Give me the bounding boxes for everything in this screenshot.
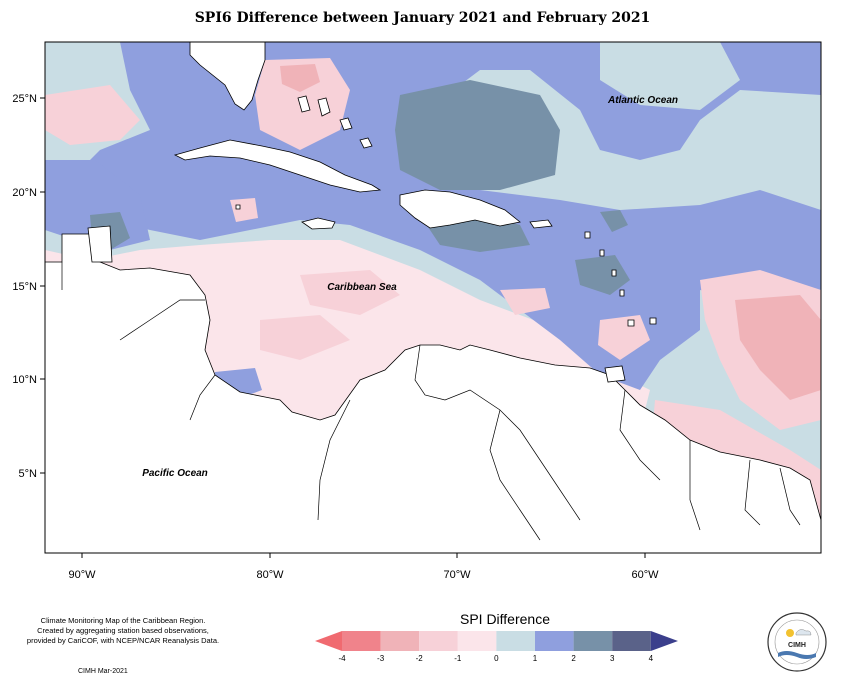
lon-tick-label: 60°W xyxy=(631,569,659,581)
lon-tick-label: 70°W xyxy=(443,569,471,581)
legend-tick-label: 0 xyxy=(494,654,499,663)
legend-swatch xyxy=(342,631,381,651)
credit-text: Climate Monitoring Map of the Caribbean … xyxy=(18,616,228,646)
atlantic-ocean-label: Atlantic Ocean xyxy=(607,95,678,106)
legend-tick-label: -3 xyxy=(377,654,385,663)
legend-swatch xyxy=(457,631,497,651)
credit-line: provided by CariCOF, with NCEP/NCAR Rean… xyxy=(26,636,220,645)
credit-line: Created by aggregating station based obs… xyxy=(37,626,209,635)
legend-swatch xyxy=(419,631,458,651)
legend-colorbar: -4 -3 -2 -1 0 1 2 3 4 xyxy=(315,631,678,663)
legend-tick-label: -4 xyxy=(338,654,346,663)
legend-swatch xyxy=(496,631,535,651)
lon-axis: 90°W 80°W 70°W 60°W xyxy=(68,553,659,581)
map-date: CIMH Mar-2021 xyxy=(78,668,128,675)
legend-title: SPI Difference xyxy=(459,611,550,627)
legend-tick-label: 2 xyxy=(571,654,576,663)
lon-tick-label: 80°W xyxy=(256,569,284,581)
lon-tick-label: 90°W xyxy=(68,569,96,581)
legend-swatch xyxy=(535,631,574,651)
logo-text: CIMH xyxy=(788,642,806,649)
land-masses xyxy=(45,42,821,553)
cimh-logo: CIMH xyxy=(767,612,827,672)
lat-tick-label: 20°N xyxy=(12,187,37,199)
legend-swatch xyxy=(612,631,651,651)
legend-tick-label: 1 xyxy=(533,654,538,663)
legend-arrow-low xyxy=(315,631,342,651)
lat-tick-label: 10°N xyxy=(12,374,37,386)
lat-axis: 25°N 20°N 15°N 10°N 5°N xyxy=(12,93,45,480)
legend-arrow-high xyxy=(650,631,678,651)
lat-tick-label: 15°N xyxy=(12,281,37,293)
map-frame xyxy=(44,41,822,554)
lat-tick-label: 5°N xyxy=(19,468,38,480)
pacific-ocean-label: Pacific Ocean xyxy=(142,468,208,479)
map-title: SPI6 Difference between January 2021 and… xyxy=(194,10,651,26)
country-borders xyxy=(61,262,801,541)
legend-tick-label: -2 xyxy=(416,654,424,663)
legend-tick-label: -1 xyxy=(454,654,462,663)
legend-swatch xyxy=(380,631,420,651)
lat-tick-label: 25°N xyxy=(12,93,37,105)
legend-tick-label: 3 xyxy=(610,654,615,663)
legend-swatch xyxy=(573,631,613,651)
legend-tick-label: 4 xyxy=(649,654,654,663)
credit-line: Climate Monitoring Map of the Caribbean … xyxy=(40,616,206,625)
caribbean-sea-label: Caribbean Sea xyxy=(327,282,397,293)
